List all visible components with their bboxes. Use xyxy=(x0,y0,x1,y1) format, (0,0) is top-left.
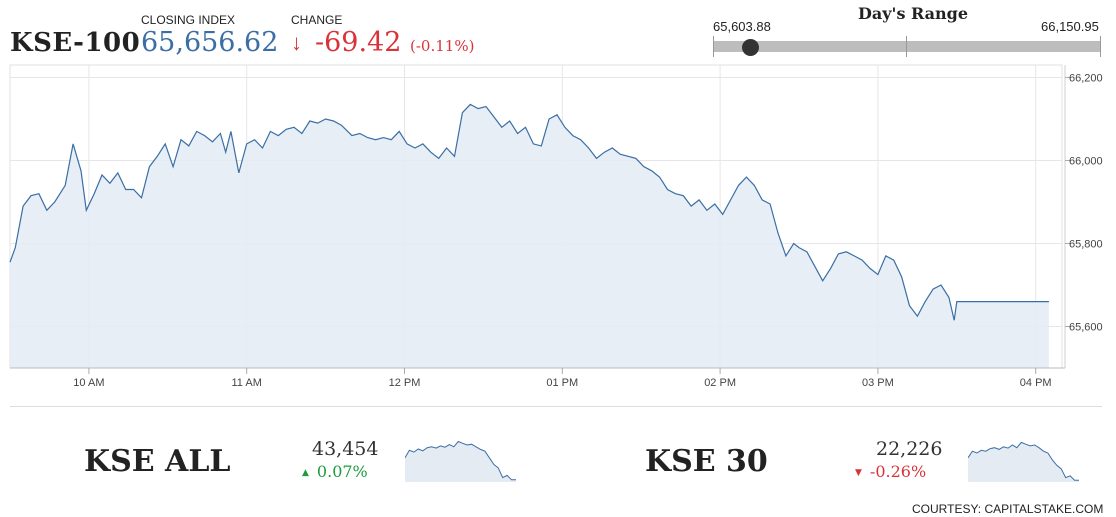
courtesy-credit[interactable]: COURTESY: CAPITALSTAKE.COM xyxy=(912,502,1104,516)
y-tick-label: 65,600 xyxy=(1069,321,1103,333)
kse-all-change: ▲ 0.07% xyxy=(302,462,368,481)
x-tick-label: 03 PM xyxy=(862,377,894,389)
kse-30-sparkline xyxy=(968,441,1079,482)
kse-30-change-value: -0.26% xyxy=(869,462,927,481)
closing-index-value: 65,656.62 xyxy=(141,27,279,58)
main-chart-line xyxy=(9,103,1049,321)
range-tick-mid xyxy=(906,36,907,57)
sparkline-area xyxy=(968,442,1079,482)
sparkline-line xyxy=(405,440,516,481)
index-name: KSE-100 xyxy=(10,28,141,58)
main-chart-y-axis: 66,200 66,000 65,800 65,600 xyxy=(1065,72,1103,333)
kse-all-value: 43,454 xyxy=(312,438,379,460)
range-tick-left xyxy=(713,36,714,57)
x-tick-label: 10 AM xyxy=(73,377,104,389)
days-range-marker xyxy=(742,39,760,56)
kse-30-name[interactable]: KSE 30 xyxy=(645,444,768,479)
main-index-chart: 10 AM 11 AM 12 PM 01 PM 02 PM 03 PM 04 PM 66,2… xyxy=(9,64,1103,389)
days-range-high: 66,150.95 xyxy=(1041,19,1099,34)
change-label: CHANGE xyxy=(291,13,343,27)
down-arrow-icon: ▼ xyxy=(855,467,862,478)
sparkline-area xyxy=(405,441,516,482)
y-tick-label: 65,800 xyxy=(1069,238,1103,250)
y-tick-label: 66,000 xyxy=(1069,155,1103,167)
x-tick-label: 01 PM xyxy=(546,377,578,389)
change-value: -69.42 xyxy=(315,27,402,58)
main-chart-x-axis: 10 AM 11 AM 12 PM 01 PM 02 PM 03 PM 04 PM xyxy=(10,367,1065,389)
kse-30-value: 22,226 xyxy=(876,438,943,460)
y-tick-label: 66,200 xyxy=(1069,72,1103,84)
main-chart-area xyxy=(10,104,1049,369)
section-divider xyxy=(10,406,1102,407)
up-arrow-icon: ▲ xyxy=(302,467,309,478)
days-range-bar xyxy=(713,41,1101,52)
days-range-low: 65,603.88 xyxy=(713,19,771,34)
x-tick-label: 12 PM xyxy=(389,377,421,389)
kse-30-change: ▼ -0.26% xyxy=(855,462,926,481)
x-tick-label: 04 PM xyxy=(1020,377,1052,389)
down-arrow-icon: ↓ xyxy=(291,30,302,55)
x-tick-label: 11 AM xyxy=(232,377,262,389)
range-tick-right xyxy=(1100,36,1101,57)
closing-index-label: CLOSING INDEX xyxy=(141,13,236,27)
kse-all-name[interactable]: KSE ALL xyxy=(84,444,231,479)
change-percent: (-0.11%) xyxy=(410,37,475,55)
days-range-title: Day's Range xyxy=(858,4,969,23)
kse-all-change-value: 0.07% xyxy=(316,462,368,481)
x-tick-label: 02 PM xyxy=(704,377,736,389)
sparkline-line xyxy=(968,441,1079,481)
kse-all-sparkline xyxy=(405,440,516,482)
